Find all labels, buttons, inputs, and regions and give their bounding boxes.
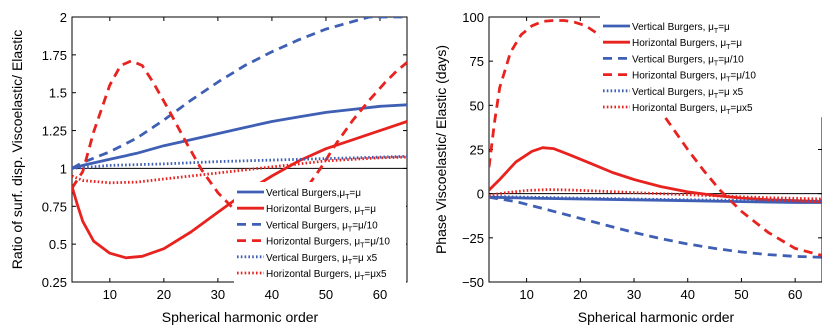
legend-label: Horizontal Burgers, μT=μ/10 [266,237,390,250]
x-tick-label: 60 [373,287,387,302]
y-tick-label: 1.75 [42,48,67,63]
series-group [72,17,407,260]
series-line-3 [489,195,822,259]
y-tick-label: −50 [462,275,484,290]
x-tick-label: 10 [103,287,117,302]
legend-label: Horizontal Burgers, μT=μx5 [266,269,387,282]
y-tick-label: 0.75 [42,199,67,214]
chart-phase: 10 20 30 40 50 60 −50 −25 0 25 50 75 100 Spherical ha… [433,10,822,325]
legend-box [234,182,406,284]
y-tick-label: 1.25 [42,124,67,139]
y-axis-label: Ratio of surf. disp. Viscoelastic/ Elast… [9,30,25,269]
series-line-4 [72,59,407,223]
legend-box [600,16,822,118]
x-axis-label: Spherical harmonic order [578,309,735,325]
series-line-6 [489,188,822,201]
legend-label: Horizontal Burgers, μT=μ [266,204,376,217]
series-line-5 [72,154,407,170]
series-line-3 [72,17,407,170]
y-tick-label: 75 [470,54,484,69]
x-tick-label: 30 [627,287,641,302]
x-axis-label: Spherical harmonic order [162,309,319,325]
legend: Vertical Burgers,μT=μ Horizontal Burgers,… [234,182,406,284]
x-tick-label: 10 [519,287,533,302]
chart-ratio: 10 20 30 40 50 60 0.25 0.5 0.75 1 1.25 1.5 1.75 2 Sphe… [9,10,408,325]
legend: Vertical Burgers, μT=μ Horizontal Burgers… [600,16,822,118]
x-tick-label: 20 [157,287,171,302]
x-tick-label: 20 [573,287,587,302]
x-tick-label: 50 [734,287,748,302]
y-tick-label: 0.5 [49,237,67,252]
legend-label: Horizontal Burgers, μT=μ/10 [632,71,756,84]
legend-label: Vertical Burgers, μT=μ/10 [632,54,744,67]
series-line-2 [489,146,822,203]
legend-label: Vertical Burgers, μT=μ [632,22,730,35]
legend-label: Vertical Burgers, μT=μ x5 [632,87,744,100]
legend-label: Horizontal Burgers, μT=μ [632,38,742,51]
y-tick-label: 50 [470,98,484,113]
y-tick-label: 0.25 [42,275,67,290]
legend-label: Vertical Burgers, μT=μ/10 [266,220,378,233]
series-line-5 [489,194,822,203]
legend-label: Vertical Burgers, μT=μ x5 [266,253,378,266]
y-tick-label: 0 [477,187,484,202]
x-tick-label: 40 [680,287,694,302]
legend-label: Horizontal Burgers, μT=μx5 [632,103,753,116]
y-tick-label: −25 [462,231,484,246]
series-line-1 [72,103,407,170]
y-tick-label: 1.5 [49,86,67,101]
x-tick-label: 30 [211,287,225,302]
y-tick-label: 25 [470,143,484,158]
y-tick-label: 100 [462,10,484,25]
series-line-6 [72,155,407,185]
y-tick-label: 1 [60,161,67,176]
legend-label: Vertical Burgers,μT=μ [266,188,361,201]
x-tick-label: 60 [788,287,802,302]
x-tick-label: 50 [319,287,333,302]
y-axis-label: Phase Viscoelastic/ Elastic (days) [433,45,449,254]
x-tick-label: 40 [265,287,279,302]
y-tick-label: 2 [60,10,67,25]
